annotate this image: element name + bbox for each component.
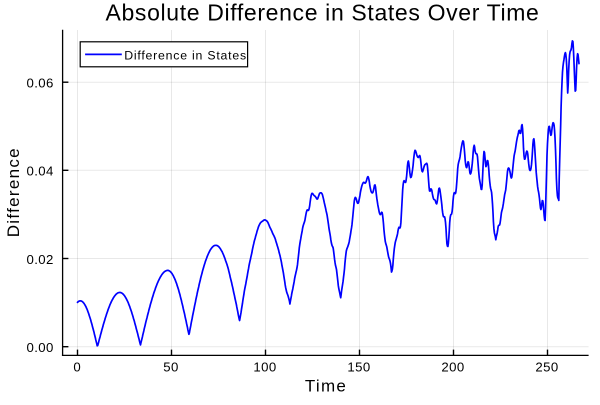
svg-text:0.02: 0.02 (26, 252, 53, 267)
svg-text:200: 200 (441, 359, 464, 374)
svg-text:0.06: 0.06 (26, 76, 53, 91)
svg-text:Difference in States: Difference in States (124, 48, 247, 62)
svg-text:Time: Time (305, 376, 347, 395)
svg-text:50: 50 (163, 359, 179, 374)
svg-text:100: 100 (253, 359, 276, 374)
svg-text:Difference: Difference (4, 147, 23, 237)
svg-text:0.04: 0.04 (26, 164, 53, 179)
svg-text:250: 250 (535, 359, 558, 374)
svg-text:150: 150 (347, 359, 370, 374)
svg-text:0: 0 (73, 359, 81, 374)
svg-text:Absolute Difference in States: Absolute Difference in States Over Time (105, 0, 539, 26)
svg-text:0.00: 0.00 (26, 340, 53, 355)
